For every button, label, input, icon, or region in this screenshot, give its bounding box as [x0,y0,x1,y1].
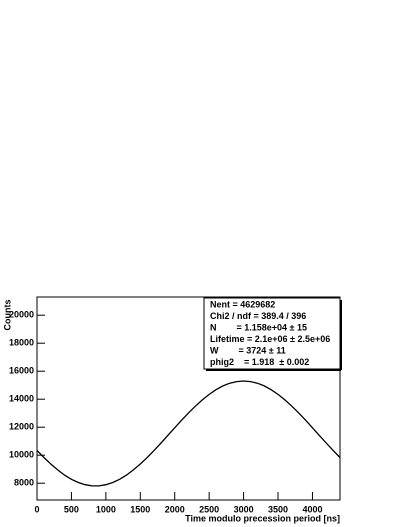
x-tick-label: 3000 [234,504,254,514]
x-tick-label: 4000 [302,504,322,514]
stats-row: Chi2 / ndf = 389.4 / 396 [210,311,306,321]
x-tick-label: 2500 [199,504,219,514]
x-axis-label: Time modulo precession period [ns] [185,513,340,523]
y-tick-label: 18000 [9,338,34,348]
plot-frame [36,296,341,501]
stats-row: W = 3724 ± 11 [210,345,286,355]
x-tick-label: 1000 [96,504,116,514]
stats-row: Nent = 4629682 [210,299,275,309]
y-tick-label: 12000 [9,422,34,432]
stats-row: phig2 = 1.918 ± 0.002 [210,357,309,367]
x-tick-label: 3500 [268,504,288,514]
y-tick-label: 20000 [9,310,34,320]
stats-row: N = 1.158e+04 ± 15 [210,322,307,332]
y-axis-label: Counts [2,300,12,331]
y-tick-label: 16000 [9,366,34,376]
data-line [36,380,341,487]
x-tick-label: 500 [64,504,79,514]
x-tick-label: 0 [34,504,39,514]
y-tick-label: 14000 [9,394,34,404]
y-tick-label: 8000 [14,478,34,488]
x-tick-label: 1500 [130,504,150,514]
x-tick-label: 2000 [165,504,185,514]
stats-row: Lifetime = 2.1e+06 ± 2.5e+06 [210,334,330,344]
y-tick-label: 10000 [9,450,34,460]
